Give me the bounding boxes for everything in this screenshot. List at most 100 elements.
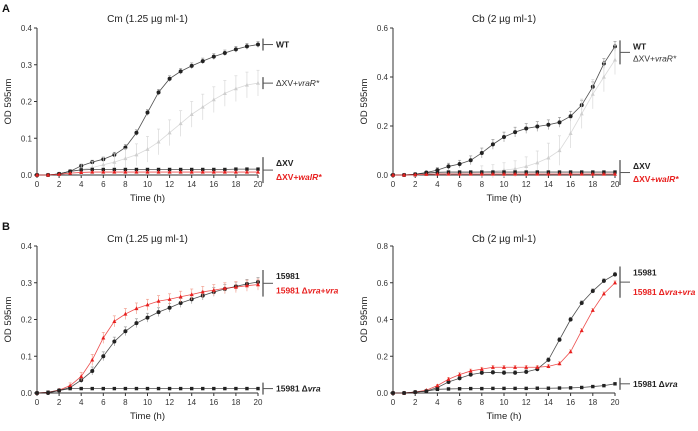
x-tick-label: 18 xyxy=(588,398,597,407)
x-tick-label: 8 xyxy=(123,398,128,407)
data-point xyxy=(46,172,51,177)
data-point xyxy=(590,289,595,294)
data-point xyxy=(68,386,72,391)
data-point xyxy=(145,386,150,391)
data-point xyxy=(167,297,172,301)
data-point xyxy=(568,171,573,176)
legend-label: 15981 xyxy=(276,271,300,281)
data-point xyxy=(413,172,418,177)
data-point xyxy=(156,167,161,172)
chart-title: Cb (2 µg ml-1) xyxy=(472,14,536,25)
data-point xyxy=(156,169,161,174)
data-point xyxy=(557,148,562,153)
data-point xyxy=(502,171,506,176)
data-point xyxy=(234,386,238,391)
data-point xyxy=(613,171,617,176)
data-point xyxy=(613,57,617,62)
data-point xyxy=(167,305,172,310)
series-ΔXV+walR* xyxy=(391,171,617,177)
data-point xyxy=(101,167,105,172)
x-tick-label: 4 xyxy=(79,180,84,189)
data-point xyxy=(513,166,518,171)
y-tick-label: 0.2 xyxy=(377,122,389,131)
data-point xyxy=(178,294,183,299)
data-point xyxy=(222,169,227,174)
x-tick-label: 20 xyxy=(254,180,263,189)
data-point xyxy=(513,370,518,375)
data-point xyxy=(568,386,573,390)
y-tick-label: 0.6 xyxy=(377,24,389,33)
data-point xyxy=(479,150,484,155)
data-point xyxy=(557,120,562,125)
data-point xyxy=(134,306,139,311)
legend-label-part: 15981 xyxy=(276,271,300,281)
x-tick-label: 12 xyxy=(165,398,174,407)
series-ΔXV+vraR* xyxy=(391,44,617,179)
chart-title: Cm (1.25 µg ml-1) xyxy=(107,14,188,25)
chart-panel-1: A Cm (1.25 µg ml-1) 0.0 0.1 0.2 0.3 0.4 0 2 4 6 8 10… xyxy=(2,3,322,204)
data-point xyxy=(233,169,238,174)
data-point xyxy=(613,382,617,386)
data-point xyxy=(123,156,128,161)
x-tick-label: 14 xyxy=(544,398,553,407)
data-point xyxy=(535,160,540,165)
y-tick-label: 0.0 xyxy=(377,171,389,180)
x-tick-label: 16 xyxy=(209,180,218,189)
data-point xyxy=(546,364,551,368)
data-point xyxy=(79,170,84,175)
data-point xyxy=(457,161,462,166)
legend-label: WT xyxy=(633,41,647,51)
y-tick-label: 0.2 xyxy=(377,352,389,361)
data-point xyxy=(234,167,238,171)
x-tick-label: 0 xyxy=(35,398,40,407)
series-WT xyxy=(391,41,617,177)
data-point xyxy=(200,59,205,64)
x-tick-label: 2 xyxy=(413,398,418,407)
data-point xyxy=(435,387,440,392)
x-tick-label: 16 xyxy=(566,180,575,189)
data-point xyxy=(134,169,139,174)
data-point xyxy=(457,376,462,381)
x-axis-label: Time (h) xyxy=(130,193,165,204)
data-point xyxy=(200,169,205,174)
data-point xyxy=(579,111,584,116)
data-point xyxy=(391,172,395,177)
series-15981 xyxy=(35,277,260,395)
x-tick-label: 4 xyxy=(435,180,440,189)
data-point xyxy=(189,169,194,174)
x-tick-label: 0 xyxy=(391,180,396,189)
x-tick-label: 12 xyxy=(522,180,531,189)
x-tick-label: 16 xyxy=(566,398,575,407)
data-point xyxy=(424,389,428,393)
legend-label-part: ΔXV+ xyxy=(633,53,655,63)
series-15981 xyxy=(391,271,617,395)
data-point xyxy=(211,287,216,292)
data-point xyxy=(446,171,451,176)
data-point xyxy=(167,167,172,172)
legend-label-part: ΔXV+ xyxy=(633,174,655,184)
data-point xyxy=(435,171,440,176)
data-point xyxy=(502,135,506,140)
data-point xyxy=(178,121,183,126)
x-tick-label: 4 xyxy=(435,398,440,407)
x-tick-label: 10 xyxy=(500,398,509,407)
x-tick-label: 10 xyxy=(143,180,152,189)
data-point xyxy=(479,171,484,176)
x-tick-label: 6 xyxy=(457,180,462,189)
x-tick-label: 4 xyxy=(79,398,84,407)
legend-label: 15981 xyxy=(633,267,657,277)
x-tick-label: 6 xyxy=(101,398,106,407)
legend-label: ΔXV+vraR* xyxy=(276,78,320,88)
data-point xyxy=(557,386,562,390)
y-axis-label: OD 595nm xyxy=(3,296,14,342)
data-point xyxy=(524,365,529,369)
data-point xyxy=(57,388,61,393)
data-point xyxy=(557,361,562,366)
data-point xyxy=(156,90,161,95)
legend-label: 15981 Δvra+vra xyxy=(276,286,339,296)
data-point xyxy=(212,386,216,391)
data-point xyxy=(145,167,150,172)
data-point xyxy=(446,377,451,381)
data-point xyxy=(490,365,495,369)
data-point xyxy=(145,110,150,115)
